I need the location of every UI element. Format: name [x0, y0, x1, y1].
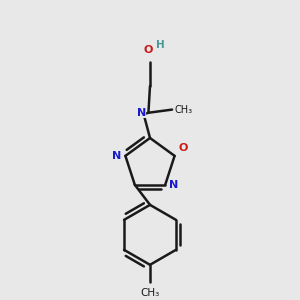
Text: CH₃: CH₃ — [140, 288, 160, 298]
Text: O: O — [144, 45, 153, 55]
Text: CH₃: CH₃ — [175, 105, 193, 115]
Text: H: H — [156, 40, 164, 50]
Text: O: O — [178, 143, 188, 153]
Text: N: N — [136, 108, 146, 118]
Text: N: N — [169, 180, 178, 190]
Text: N: N — [112, 151, 121, 161]
